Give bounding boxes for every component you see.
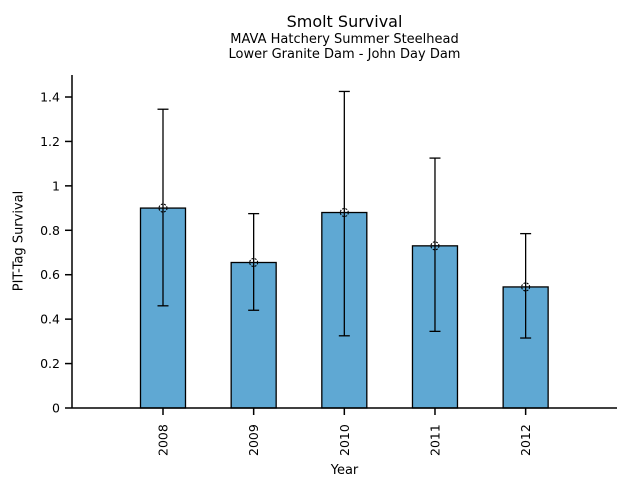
x-tick-label-2009: 2009: [246, 424, 261, 456]
y-tick-label: 0.2: [40, 356, 60, 371]
x-tick-label-2012: 2012: [518, 424, 533, 456]
chart-subtitle-reach: Lower Granite Dam - John Day Dam: [228, 47, 461, 62]
x-tick-label-2008: 2008: [156, 424, 171, 456]
chart-header: Smolt Survival MAVA Hatchery Summer Stee…: [72, 12, 617, 62]
y-tick-label: 0.4: [40, 312, 60, 327]
x-tick-label-2011: 2011: [427, 424, 442, 456]
y-tick-label: 1.2: [40, 134, 60, 149]
y-tick-label: 0: [52, 401, 60, 416]
y-tick-label: 1.4: [40, 90, 60, 105]
chart-subtitle-hatchery: MAVA Hatchery Summer Steelhead: [230, 32, 459, 47]
y-tick-label: 1: [52, 178, 60, 193]
x-axis-label: Year: [330, 463, 359, 478]
chart-title: Smolt Survival: [286, 12, 403, 31]
y-tick-label: 0.6: [40, 267, 60, 282]
y-tick-label: 0.8: [40, 223, 60, 238]
x-tick-label-2010: 2010: [337, 424, 352, 456]
